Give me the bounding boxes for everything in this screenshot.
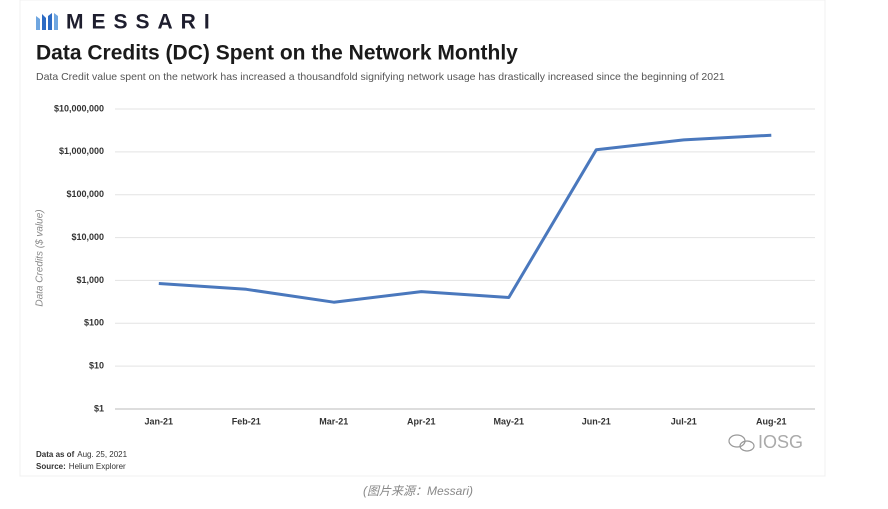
data-line xyxy=(158,133,772,304)
y-tick-label: $1,000 xyxy=(76,275,104,285)
footnote-label: Source: xyxy=(36,462,66,471)
y-tick-label: $100,000 xyxy=(66,189,104,199)
x-tick-label: Jan-21 xyxy=(144,416,173,426)
y-tick-label: $100 xyxy=(84,318,104,328)
footnote: Source: Helium Explorer xyxy=(36,462,126,471)
footnote: Data as of Aug. 25, 2021 xyxy=(36,450,128,459)
x-tick-label: Jun-21 xyxy=(582,416,611,426)
chart-subtitle: Data Credit value spent on the network h… xyxy=(36,71,725,83)
watermark-text: IOSG xyxy=(758,432,803,452)
caption: (图片来源：Messari) xyxy=(363,484,473,498)
x-tick-label: Jul-21 xyxy=(671,416,697,426)
y-tick-label: $10,000,000 xyxy=(54,103,104,113)
y-axis-label: Data Credits ($ value) xyxy=(35,209,46,306)
x-tick-label: May-21 xyxy=(493,416,524,426)
y-tick-label: $10 xyxy=(89,361,104,371)
y-tick-label: $1,000,000 xyxy=(59,146,104,156)
logo-icon xyxy=(36,13,58,30)
footnote-text: Aug. 25, 2021 xyxy=(77,450,127,459)
y-tick-label: $1 xyxy=(94,403,104,413)
x-tick-label: Feb-21 xyxy=(232,416,261,426)
watermark: IOSG xyxy=(728,432,803,452)
x-tick-label: Apr-21 xyxy=(407,416,436,426)
chart-title: Data Credits (DC) Spent on the Network M… xyxy=(36,42,518,65)
y-tick-label: $10,000 xyxy=(71,232,104,242)
x-tick-label: Aug-21 xyxy=(756,416,787,426)
footnote-label: Data as of xyxy=(36,450,75,459)
footnote-text: Helium Explorer xyxy=(69,462,126,471)
brand: MESSARI xyxy=(66,11,218,34)
x-tick-label: Mar-21 xyxy=(319,416,348,426)
